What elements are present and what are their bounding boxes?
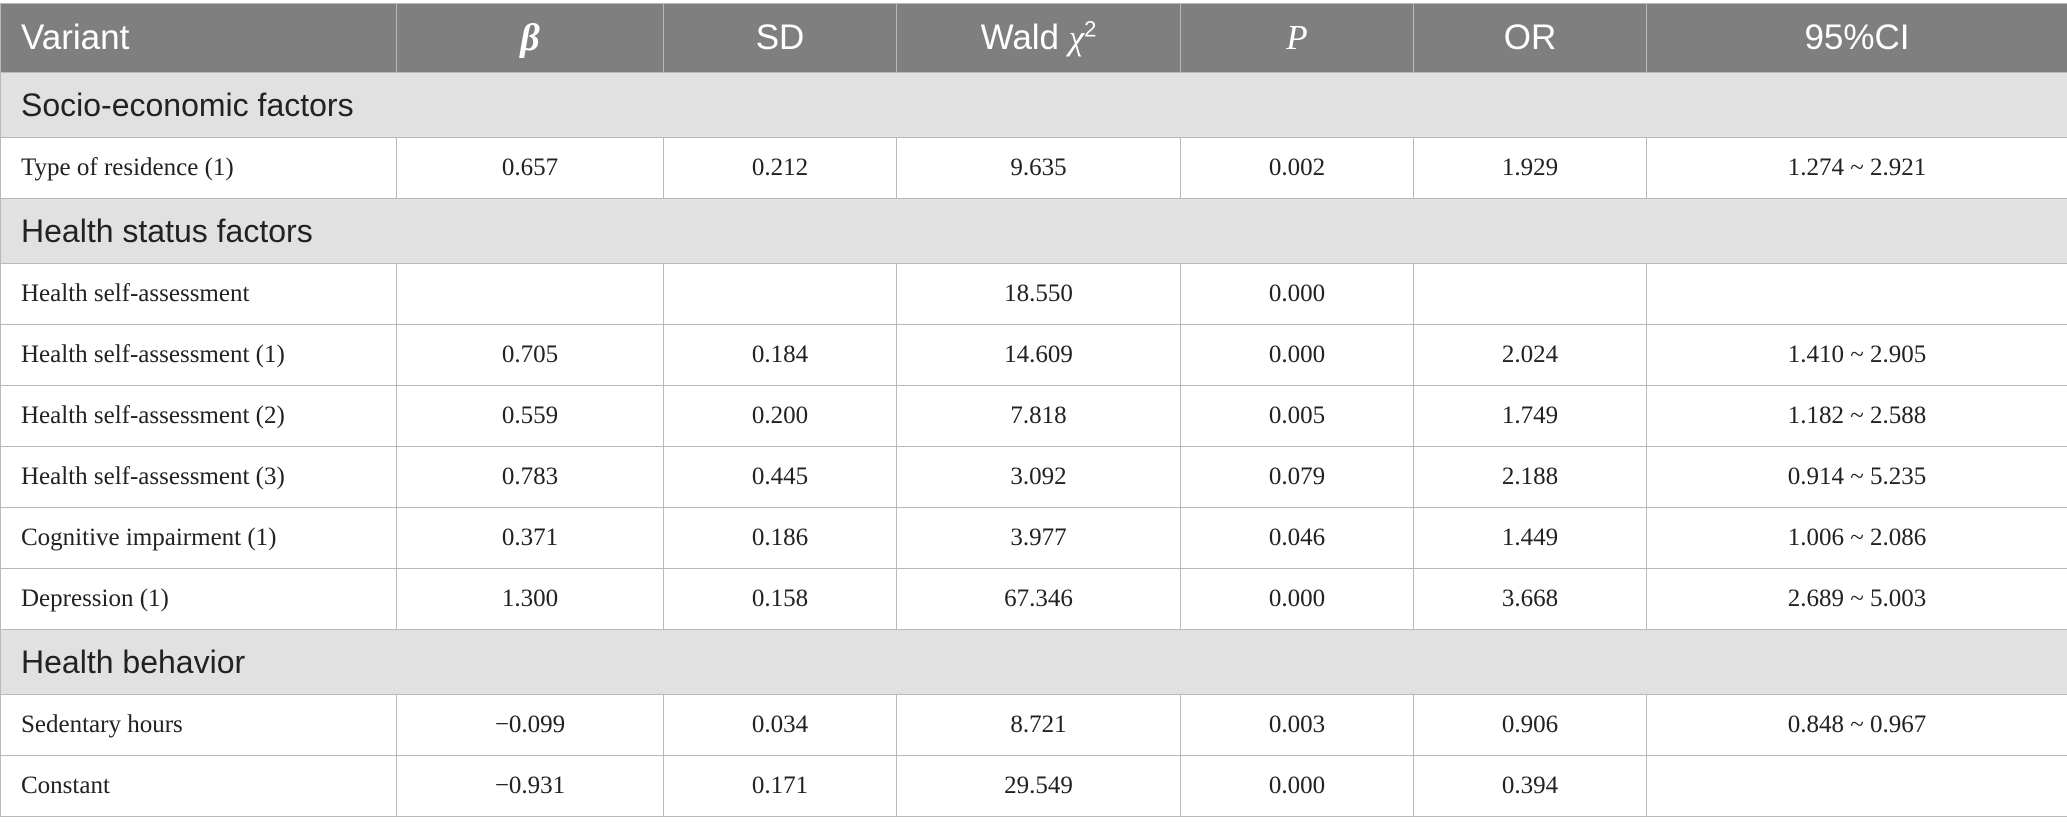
cell-p: 0.000 [1180,755,1414,817]
cell-ci: 0.914 ~ 5.235 [1646,446,2067,508]
cell-variant: Health self-assessment (2) [0,385,397,447]
table-row: Depression (1) 1.300 0.158 67.346 0.000 3.668… [0,568,2067,630]
table-row: Cognitive impairment (1) 0.371 0.186 3.977 0… [0,507,2067,569]
table-row: Health self-assessment (1) 0.705 0.184 14.6… [0,324,2067,386]
cell-beta: 1.300 [396,568,664,630]
cell-variant: Depression (1) [0,568,397,630]
cell-beta: 0.559 [396,385,664,447]
header-wald: Wald χ2 [896,3,1181,73]
cell-ci: 2.689 ~ 5.003 [1646,568,2067,630]
header-or: OR [1413,3,1647,73]
cell-wald: 3.092 [896,446,1181,508]
cell-or: 0.906 [1413,694,1647,756]
section-row: Health status factors [0,198,2067,264]
table-row: Type of residence (1) 0.657 0.212 9.635 0.00… [0,137,2067,199]
cell-wald: 9.635 [896,137,1181,199]
cell-beta: 0.657 [396,137,664,199]
table-row: Health self-assessment (3) 0.783 0.445 3.09… [0,446,2067,508]
header-row: Variant β SD Wald χ2 P OR 95%CI [0,3,2067,73]
cell-or: 2.024 [1413,324,1647,386]
cell-wald: 18.550 [896,263,1181,325]
cell-ci: 1.182 ~ 2.588 [1646,385,2067,447]
table-row: Health self-assessment (2) 0.559 0.200 7.81… [0,385,2067,447]
cell-or: 2.188 [1413,446,1647,508]
cell-ci [1646,755,2067,817]
cell-beta: 0.371 [396,507,664,569]
cell-wald: 14.609 [896,324,1181,386]
cell-sd: 0.171 [663,755,897,817]
wald-text: Wald [980,18,1060,57]
cell-beta: 0.783 [396,446,664,508]
cell-ci: 1.006 ~ 2.086 [1646,507,2067,569]
cell-beta: −0.931 [396,755,664,817]
cell-variant: Constant [0,755,397,817]
chi-superscript: 2 [1084,16,1097,42]
cell-wald: 3.977 [896,507,1181,569]
cell-or: 1.929 [1413,137,1647,199]
section-title: Socio-economic factors [0,72,2067,138]
cell-ci: 0.848 ~ 0.967 [1646,694,2067,756]
section-row: Socio-economic factors [0,72,2067,138]
cell-variant: Sedentary hours [0,694,397,756]
section-row: Health behavior [0,629,2067,695]
cell-sd: 0.445 [663,446,897,508]
header-ci: 95%CI [1646,3,2067,73]
cell-p: 0.000 [1180,324,1414,386]
regression-table: Variant β SD Wald χ2 P OR 95%CI Socio-ec… [0,3,2067,817]
cell-p: 0.000 [1180,263,1414,325]
p-symbol: P [1286,18,1308,57]
header-variant: Variant [0,3,397,73]
cell-or [1413,263,1647,325]
cell-variant: Health self-assessment (3) [0,446,397,508]
cell-p: 0.046 [1180,507,1414,569]
cell-wald: 8.721 [896,694,1181,756]
cell-variant: Cognitive impairment (1) [0,507,397,569]
section-title: Health status factors [0,198,2067,264]
cell-sd: 0.186 [663,507,897,569]
cell-sd: 0.200 [663,385,897,447]
cell-wald: 29.549 [896,755,1181,817]
cell-variant: Type of residence (1) [0,137,397,199]
cell-variant: Health self-assessment [0,263,397,325]
cell-ci: 1.410 ~ 2.905 [1646,324,2067,386]
cell-p: 0.005 [1180,385,1414,447]
cell-p: 0.079 [1180,446,1414,508]
cell-wald: 7.818 [896,385,1181,447]
beta-symbol: β [520,17,540,59]
cell-sd [663,263,897,325]
cell-sd: 0.158 [663,568,897,630]
table-row: Sedentary hours −0.099 0.034 8.721 0.003 0.90… [0,694,2067,756]
cell-ci: 1.274 ~ 2.921 [1646,137,2067,199]
cell-variant: Health self-assessment (1) [0,324,397,386]
table-row: Constant −0.931 0.171 29.549 0.000 0.394 [0,755,2067,817]
table-row: Health self-assessment 18.550 0.000 [0,263,2067,325]
cell-ci [1646,263,2067,325]
section-title: Health behavior [0,629,2067,695]
cell-beta: −0.099 [396,694,664,756]
cell-or: 1.449 [1413,507,1647,569]
cell-p: 0.003 [1180,694,1414,756]
cell-or: 0.394 [1413,755,1647,817]
header-beta: β [396,3,664,73]
cell-or: 3.668 [1413,568,1647,630]
cell-p: 0.002 [1180,137,1414,199]
cell-wald: 67.346 [896,568,1181,630]
cell-sd: 0.212 [663,137,897,199]
header-p: P [1180,3,1414,73]
cell-p: 0.000 [1180,568,1414,630]
table-body: Socio-economic factors Type of residence … [0,72,2067,817]
cell-beta [396,263,664,325]
cell-or: 1.749 [1413,385,1647,447]
cell-sd: 0.184 [663,324,897,386]
header-sd: SD [663,3,897,73]
chi-symbol: χ [1068,18,1085,57]
cell-beta: 0.705 [396,324,664,386]
cell-sd: 0.034 [663,694,897,756]
